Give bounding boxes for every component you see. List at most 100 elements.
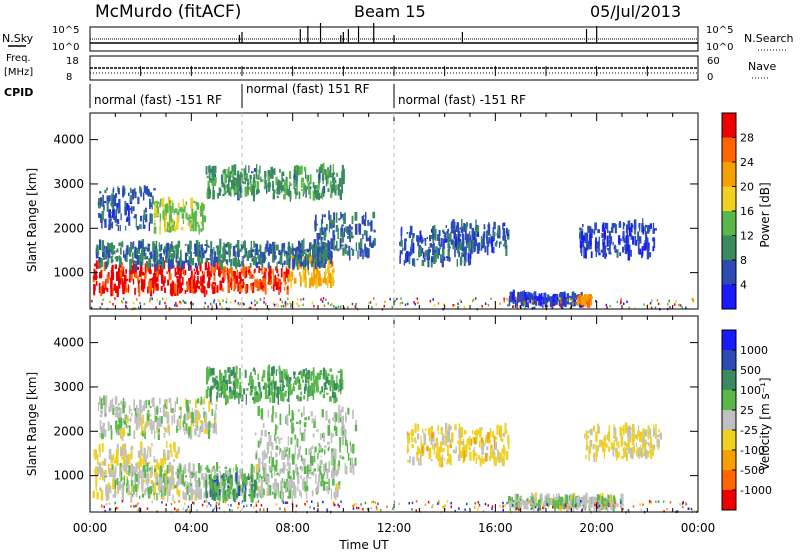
power-cell [251, 171, 254, 174]
vel-cell [245, 478, 248, 486]
vel-cell [317, 463, 319, 472]
vel-cell [268, 364, 270, 375]
power-cell [222, 253, 225, 256]
vel-cell [494, 456, 497, 466]
power-cell [295, 165, 299, 175]
vel-cell [213, 480, 216, 484]
power-cell [160, 286, 163, 291]
power-cell [97, 263, 100, 268]
vel-speckle [189, 509, 191, 512]
power-cell [248, 249, 251, 259]
power-speckle [553, 303, 556, 307]
power-cell [188, 278, 191, 288]
vel-cell [611, 442, 614, 450]
power-cell [498, 227, 501, 239]
vel-cell [208, 400, 211, 413]
power-cell [317, 189, 320, 193]
vel-cell [338, 405, 341, 415]
power-cell [333, 247, 336, 251]
vel-cell [647, 450, 650, 458]
vel-cell [288, 447, 291, 459]
power-cell [130, 259, 133, 262]
power-cell [532, 297, 535, 300]
vel-cell [141, 423, 143, 436]
power-cell [359, 242, 363, 254]
power-cell [553, 299, 556, 303]
power-cell [454, 221, 456, 228]
power-cell [527, 291, 529, 299]
power-cell [97, 250, 100, 256]
vel-cell [99, 477, 101, 480]
vel-cell [117, 407, 121, 411]
power-speckle [413, 301, 415, 304]
power-cell [326, 276, 329, 284]
power-cell [329, 193, 333, 198]
power-cell [455, 228, 458, 232]
vel-cell [270, 382, 272, 386]
power-cell [142, 224, 146, 229]
vel-cell [342, 425, 345, 437]
power-cell [313, 270, 315, 282]
power-speckle [623, 302, 625, 305]
power-cell [108, 253, 110, 265]
vel-cell [268, 386, 271, 397]
power-cell [177, 240, 181, 248]
power-cell [337, 249, 339, 252]
vel-cell [114, 490, 117, 496]
vel-cell [279, 468, 282, 474]
power-cell [597, 229, 600, 234]
power-speckle [433, 304, 436, 307]
power-cell [604, 246, 607, 249]
power-cell [459, 256, 463, 266]
power-cell [325, 224, 328, 231]
vel-cell [195, 399, 197, 408]
vel-cell [159, 407, 162, 413]
vel-cell [315, 488, 317, 493]
vel-cell [286, 414, 289, 426]
vel-cell [116, 448, 119, 454]
power-cell [124, 201, 127, 212]
power-cell [456, 259, 458, 267]
vel-cell [185, 430, 188, 434]
vel-cell [179, 406, 182, 411]
vel-cell [210, 402, 213, 405]
vel-cell [133, 467, 136, 470]
power-cell [153, 222, 156, 226]
power-cell [301, 240, 303, 250]
vel-cell [263, 489, 265, 496]
power-cell [652, 246, 655, 252]
power-cell [184, 252, 187, 264]
power-cell [281, 171, 285, 177]
power-cell [438, 237, 441, 246]
power-cell [279, 168, 281, 173]
vel-cell [319, 465, 322, 469]
vel-cell [284, 392, 287, 397]
power-cell [298, 191, 301, 195]
vel-cell [608, 446, 610, 452]
vel-cell [275, 459, 278, 468]
power-speckle [217, 299, 220, 302]
power-cell [94, 284, 96, 291]
power-cell [173, 250, 175, 259]
vel-cell [100, 409, 103, 415]
vel-cell [128, 425, 131, 436]
velocity-data [92, 364, 698, 514]
vel-cell [190, 430, 193, 440]
power-cell [293, 173, 297, 180]
power-cell [145, 207, 147, 213]
vel-cell [168, 477, 171, 488]
power-cell [456, 243, 460, 254]
power-cell [323, 249, 326, 260]
power-cell [150, 214, 153, 224]
power-cell [409, 225, 413, 235]
power-cell [419, 246, 423, 256]
power-cell [133, 260, 135, 272]
power-cell [408, 253, 411, 265]
power-cell [347, 236, 350, 239]
power-speckle [327, 302, 329, 305]
vel-cell [532, 494, 535, 507]
vel-cell [283, 369, 286, 379]
power-speckle [547, 302, 549, 306]
vel-cell [157, 432, 160, 435]
vel-cell [324, 449, 326, 455]
